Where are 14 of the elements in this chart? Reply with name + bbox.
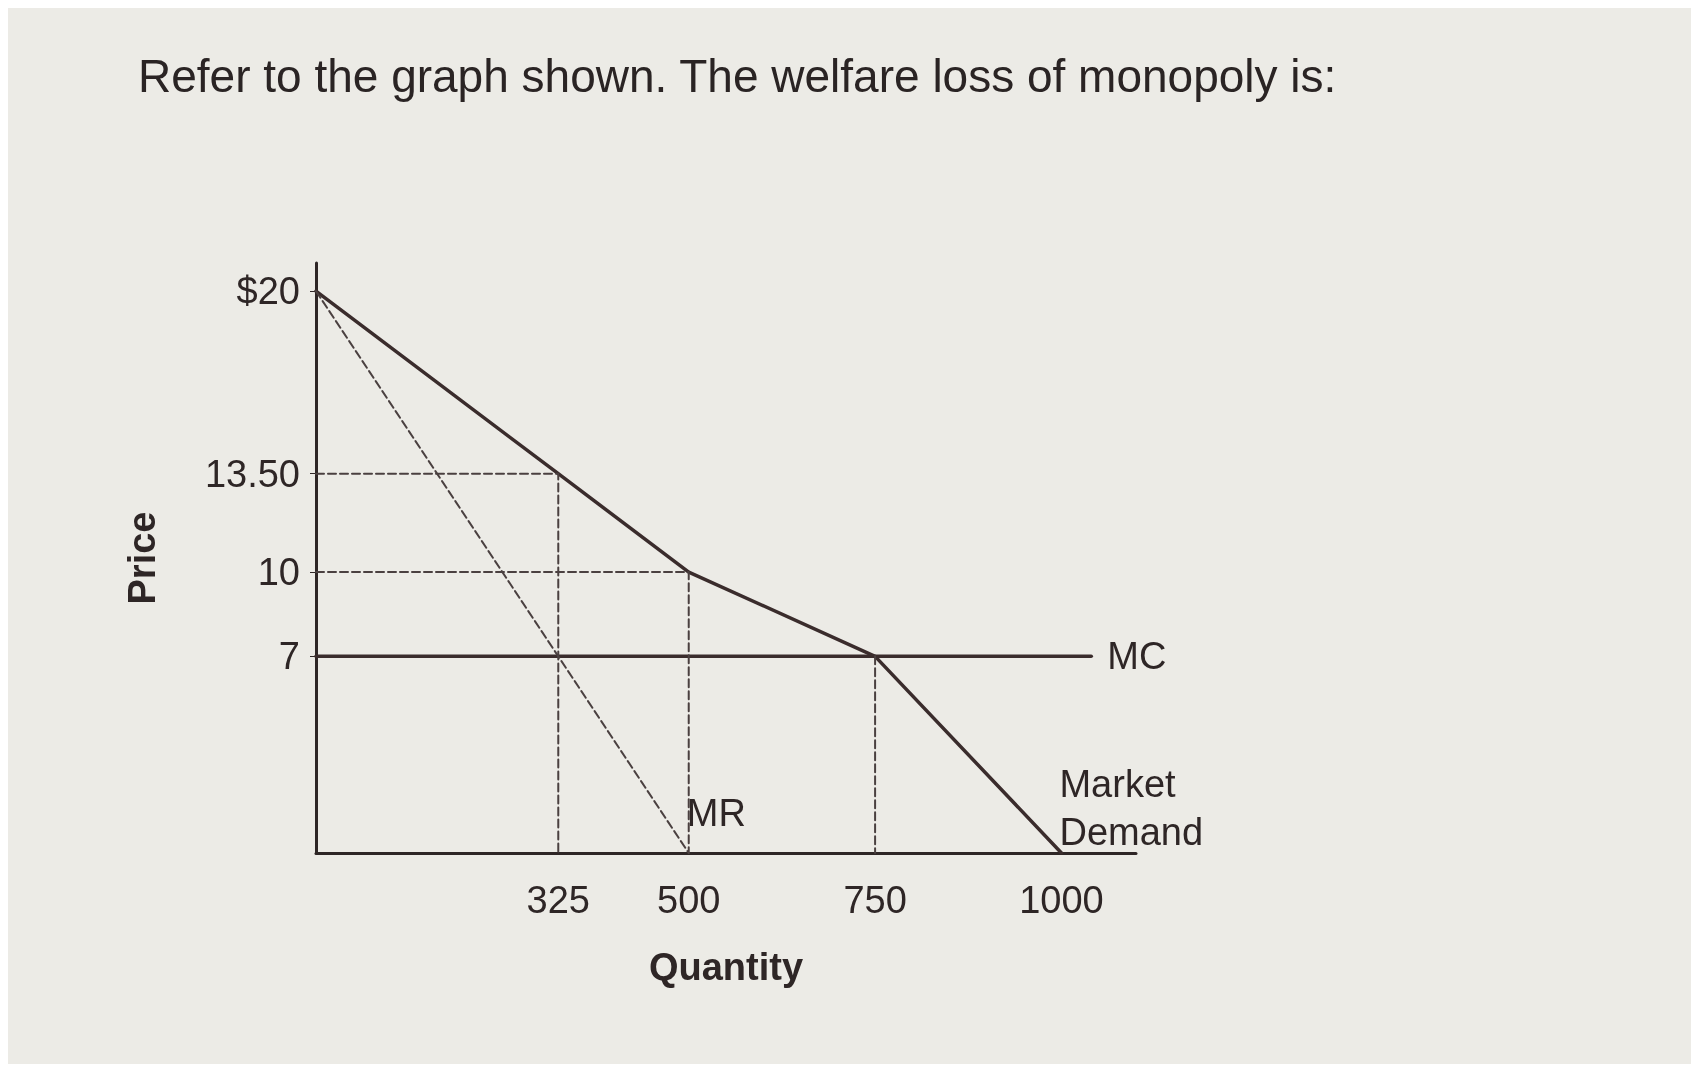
y-tick-label: 13.50: [204, 452, 300, 495]
x-axis-title: Quantity: [648, 946, 804, 988]
series-label: MR: [686, 792, 746, 834]
y-tick-label: 10: [257, 551, 300, 594]
y-tick-label: 7: [278, 635, 300, 678]
x-tick-label: 750: [843, 879, 907, 921]
chart-title: Refer to the graph shown. The welfare loss of monopoly is:: [138, 50, 1337, 102]
series-label: Market Demand: [1059, 763, 1204, 853]
series-label: MC: [1107, 635, 1167, 678]
x-tick-label: 325: [526, 879, 590, 921]
y-tick-label: $20: [236, 270, 300, 313]
x-tick-label: 1000: [1019, 879, 1104, 921]
x-tick-label: 500: [657, 879, 721, 921]
y-axis-title: Price: [121, 511, 163, 605]
